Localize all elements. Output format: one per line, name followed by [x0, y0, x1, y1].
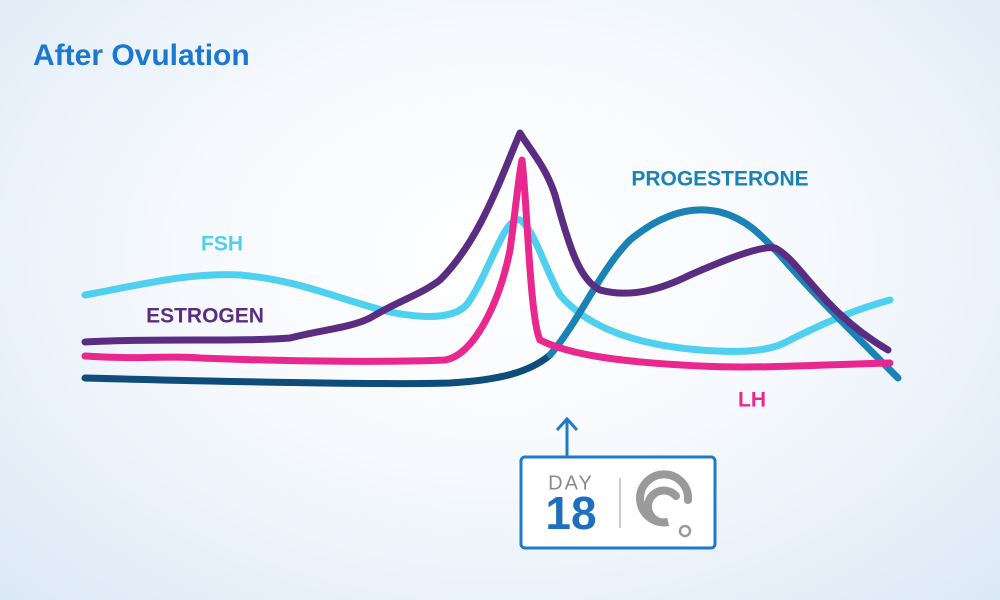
lh-curve: [81, 156, 894, 371]
logo-dot: [678, 524, 692, 538]
fsh-curve: [81, 216, 894, 355]
logo-icon: [636, 470, 693, 527]
title: After Ovulation: [33, 39, 250, 72]
estrogen-curve: [81, 129, 892, 354]
curve-label: LH: [738, 389, 766, 412]
day-number: 18: [545, 487, 596, 539]
progesterone-curve: [546, 206, 902, 382]
baseline-curve: [81, 351, 554, 388]
curve-label: PROGESTERONE: [631, 168, 808, 191]
curve-label: FSH: [201, 233, 243, 256]
day-label: DAY: [548, 472, 594, 494]
arrow-head: [555, 416, 579, 432]
curve-label: ESTROGEN: [146, 305, 264, 328]
